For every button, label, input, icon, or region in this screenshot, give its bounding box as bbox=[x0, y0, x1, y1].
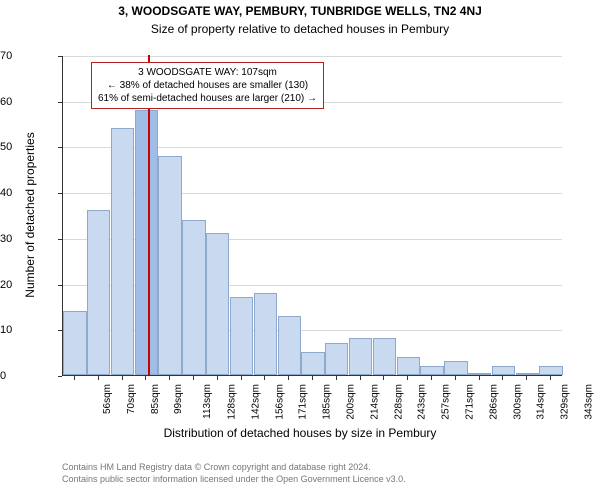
bar bbox=[158, 156, 181, 375]
x-tick-label: 171sqm bbox=[298, 384, 309, 420]
bar bbox=[349, 338, 372, 375]
x-tick-label: 200sqm bbox=[346, 384, 357, 420]
plot-area: 3 WOODSGATE WAY: 107sqm← 38% of detached… bbox=[62, 56, 562, 376]
x-tick-label: 70sqm bbox=[126, 384, 137, 414]
annotation-line: 61% of semi-detached houses are larger (… bbox=[98, 92, 317, 105]
x-tick-label: 286sqm bbox=[488, 384, 499, 420]
y-tick-label: 10 bbox=[0, 324, 56, 336]
x-tick-label: 243sqm bbox=[417, 384, 428, 420]
annotation-line: 3 WOODSGATE WAY: 107sqm bbox=[98, 66, 317, 79]
bar bbox=[111, 128, 134, 375]
y-tick-label: 60 bbox=[0, 96, 56, 108]
bar bbox=[420, 366, 443, 375]
bar bbox=[254, 293, 277, 375]
x-tick-label: 85sqm bbox=[150, 384, 161, 414]
bar bbox=[468, 373, 491, 375]
bar bbox=[492, 366, 515, 375]
chart-title: 3, WOODSGATE WAY, PEMBURY, TUNBRIDGE WEL… bbox=[0, 4, 600, 18]
bar bbox=[135, 110, 158, 375]
bar bbox=[539, 366, 562, 375]
x-tick-label: 271sqm bbox=[465, 384, 476, 420]
x-tick-label: 228sqm bbox=[393, 384, 404, 420]
bar bbox=[444, 361, 467, 375]
annotation-box: 3 WOODSGATE WAY: 107sqm← 38% of detached… bbox=[91, 62, 324, 109]
x-axis-label: Distribution of detached houses by size … bbox=[0, 426, 600, 440]
x-tick-label: 56sqm bbox=[102, 384, 113, 414]
bar bbox=[230, 297, 253, 375]
bar bbox=[325, 343, 348, 375]
bar bbox=[182, 220, 205, 375]
bar bbox=[87, 210, 110, 375]
bar bbox=[397, 357, 420, 375]
y-tick-label: 70 bbox=[0, 50, 56, 62]
x-tick-label: 142sqm bbox=[250, 384, 261, 420]
y-tick-label: 0 bbox=[0, 370, 56, 382]
x-tick-label: 185sqm bbox=[322, 384, 333, 420]
y-tick-label: 30 bbox=[0, 233, 56, 245]
annotation-line: ← 38% of detached houses are smaller (13… bbox=[98, 79, 317, 92]
x-tick-label: 343sqm bbox=[584, 384, 595, 420]
chart-subtitle: Size of property relative to detached ho… bbox=[0, 22, 600, 36]
y-tick-label: 50 bbox=[0, 141, 56, 153]
credit-line-2: Contains public sector information licen… bbox=[62, 474, 406, 486]
x-tick-label: 214sqm bbox=[369, 384, 380, 420]
credit-line-1: Contains HM Land Registry data © Crown c… bbox=[62, 462, 371, 474]
x-tick-label: 99sqm bbox=[173, 384, 184, 414]
x-tick-label: 128sqm bbox=[227, 384, 238, 420]
bar bbox=[278, 316, 301, 375]
bar bbox=[516, 373, 539, 375]
x-tick-label: 113sqm bbox=[202, 384, 213, 419]
x-tick-label: 257sqm bbox=[441, 384, 452, 420]
x-tick-label: 314sqm bbox=[536, 384, 547, 420]
bar bbox=[301, 352, 324, 375]
bar bbox=[373, 338, 396, 375]
bar bbox=[206, 233, 229, 375]
bar bbox=[63, 311, 86, 375]
x-tick-label: 156sqm bbox=[274, 384, 285, 420]
x-tick-label: 300sqm bbox=[512, 384, 523, 420]
x-tick-label: 329sqm bbox=[560, 384, 571, 420]
y-tick-label: 20 bbox=[0, 279, 56, 291]
y-tick-label: 40 bbox=[0, 187, 56, 199]
